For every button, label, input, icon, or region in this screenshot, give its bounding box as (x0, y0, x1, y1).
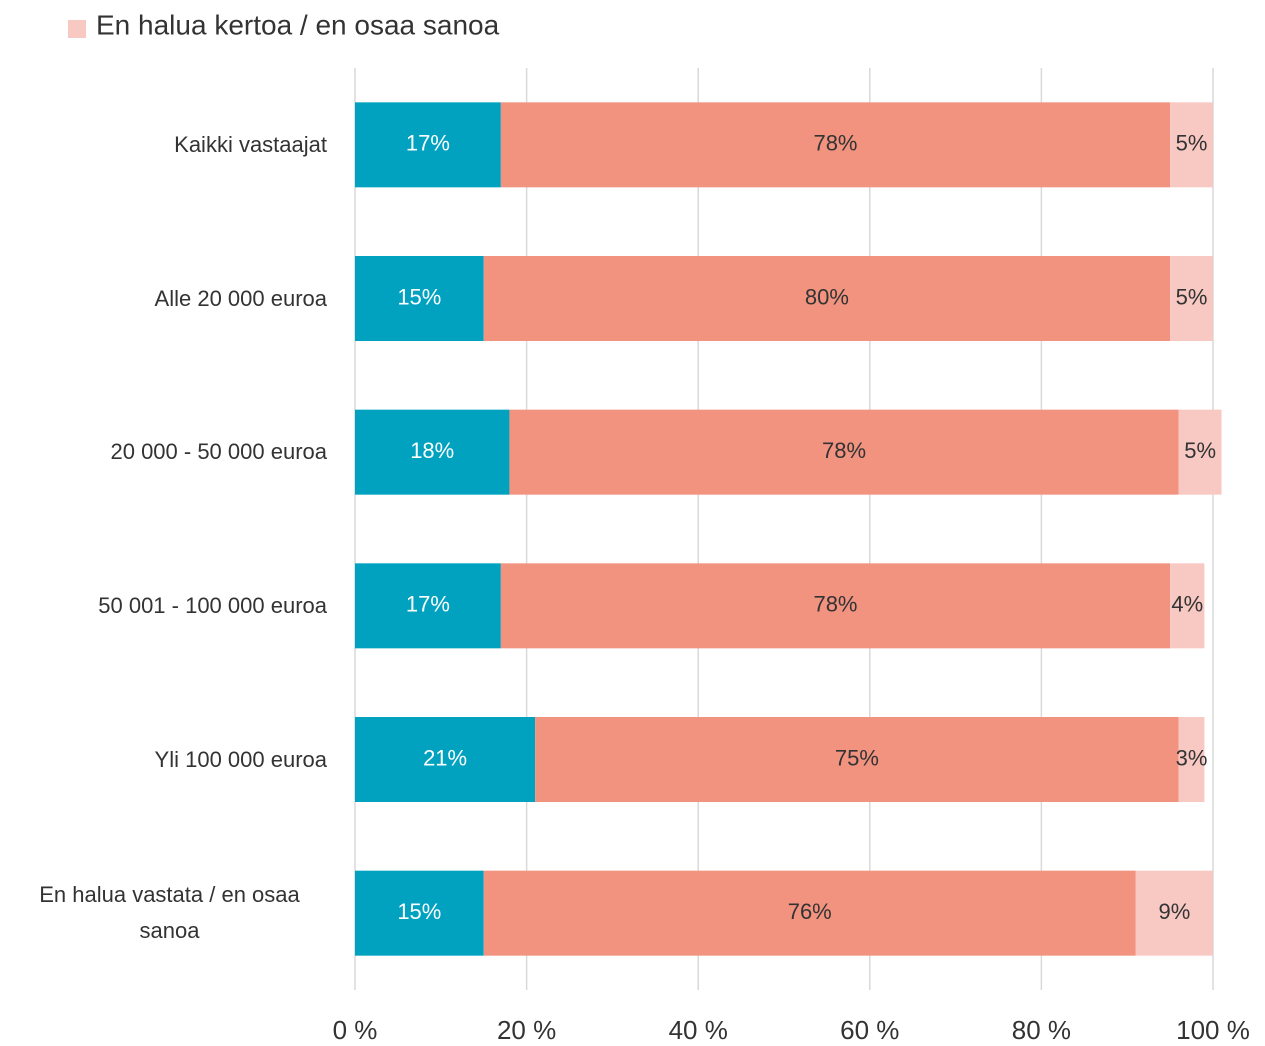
x-tick-label: 60 % (840, 1015, 899, 1045)
y-tick-label: 20 000 - 50 000 euroa (110, 439, 327, 465)
bar-segment (483, 870, 1136, 956)
y-tick-label: En halua vastata / en osaa sanoa (39, 882, 300, 944)
data-label: 3% (1176, 745, 1208, 770)
x-tick-label: 100 % (1176, 1015, 1250, 1045)
bar-segment (509, 409, 1179, 495)
bar-segment (355, 717, 536, 802)
legend-label: En halua kertoa / en osaa sanoa (96, 9, 500, 40)
bar-segment (483, 256, 1171, 341)
bar-segment (1170, 563, 1205, 649)
bar-segment (1178, 717, 1205, 802)
data-label: 17% (406, 131, 450, 156)
y-tick-label: Yli 100 000 euroa (154, 746, 327, 772)
bar-segment (500, 563, 1171, 649)
data-label: 76% (788, 899, 832, 924)
x-tick-label: 20 % (497, 1015, 556, 1045)
data-label: 5% (1184, 438, 1216, 463)
y-tick-label: Alle 20 000 euroa (154, 285, 327, 311)
bar-segment (355, 563, 501, 649)
bar-segment (500, 102, 1171, 188)
data-label: 5% (1176, 131, 1208, 156)
y-tick-label: 50 001 - 100 000 euroa (98, 592, 327, 618)
data-label: 17% (406, 592, 450, 617)
data-label: 15% (397, 899, 441, 924)
bar-segment (1170, 102, 1213, 188)
data-label: 78% (813, 592, 857, 617)
x-tick-label: 80 % (1012, 1015, 1071, 1045)
x-tick-label: 0 % (333, 1015, 378, 1045)
bar-segment (1135, 870, 1213, 956)
bar-segment (1170, 256, 1213, 341)
bar-segment (355, 102, 501, 188)
data-label: 9% (1158, 899, 1190, 924)
data-label: 78% (822, 438, 866, 463)
data-label: 21% (423, 745, 467, 770)
bar-segment (355, 870, 484, 956)
legend-swatch (68, 20, 86, 38)
bar-segment (355, 409, 510, 495)
data-label: 4% (1171, 592, 1203, 617)
data-label: 15% (397, 284, 441, 309)
data-label: 5% (1176, 284, 1208, 309)
data-label: 80% (805, 284, 849, 309)
bar-segment (355, 256, 484, 341)
bar-segment (535, 717, 1179, 802)
y-tick-label: Kaikki vastaajat (174, 131, 327, 157)
bar-segment (1178, 409, 1222, 495)
data-label: 78% (813, 131, 857, 156)
data-label: 75% (835, 745, 879, 770)
data-label: 18% (410, 438, 454, 463)
x-tick-label: 40 % (669, 1015, 728, 1045)
